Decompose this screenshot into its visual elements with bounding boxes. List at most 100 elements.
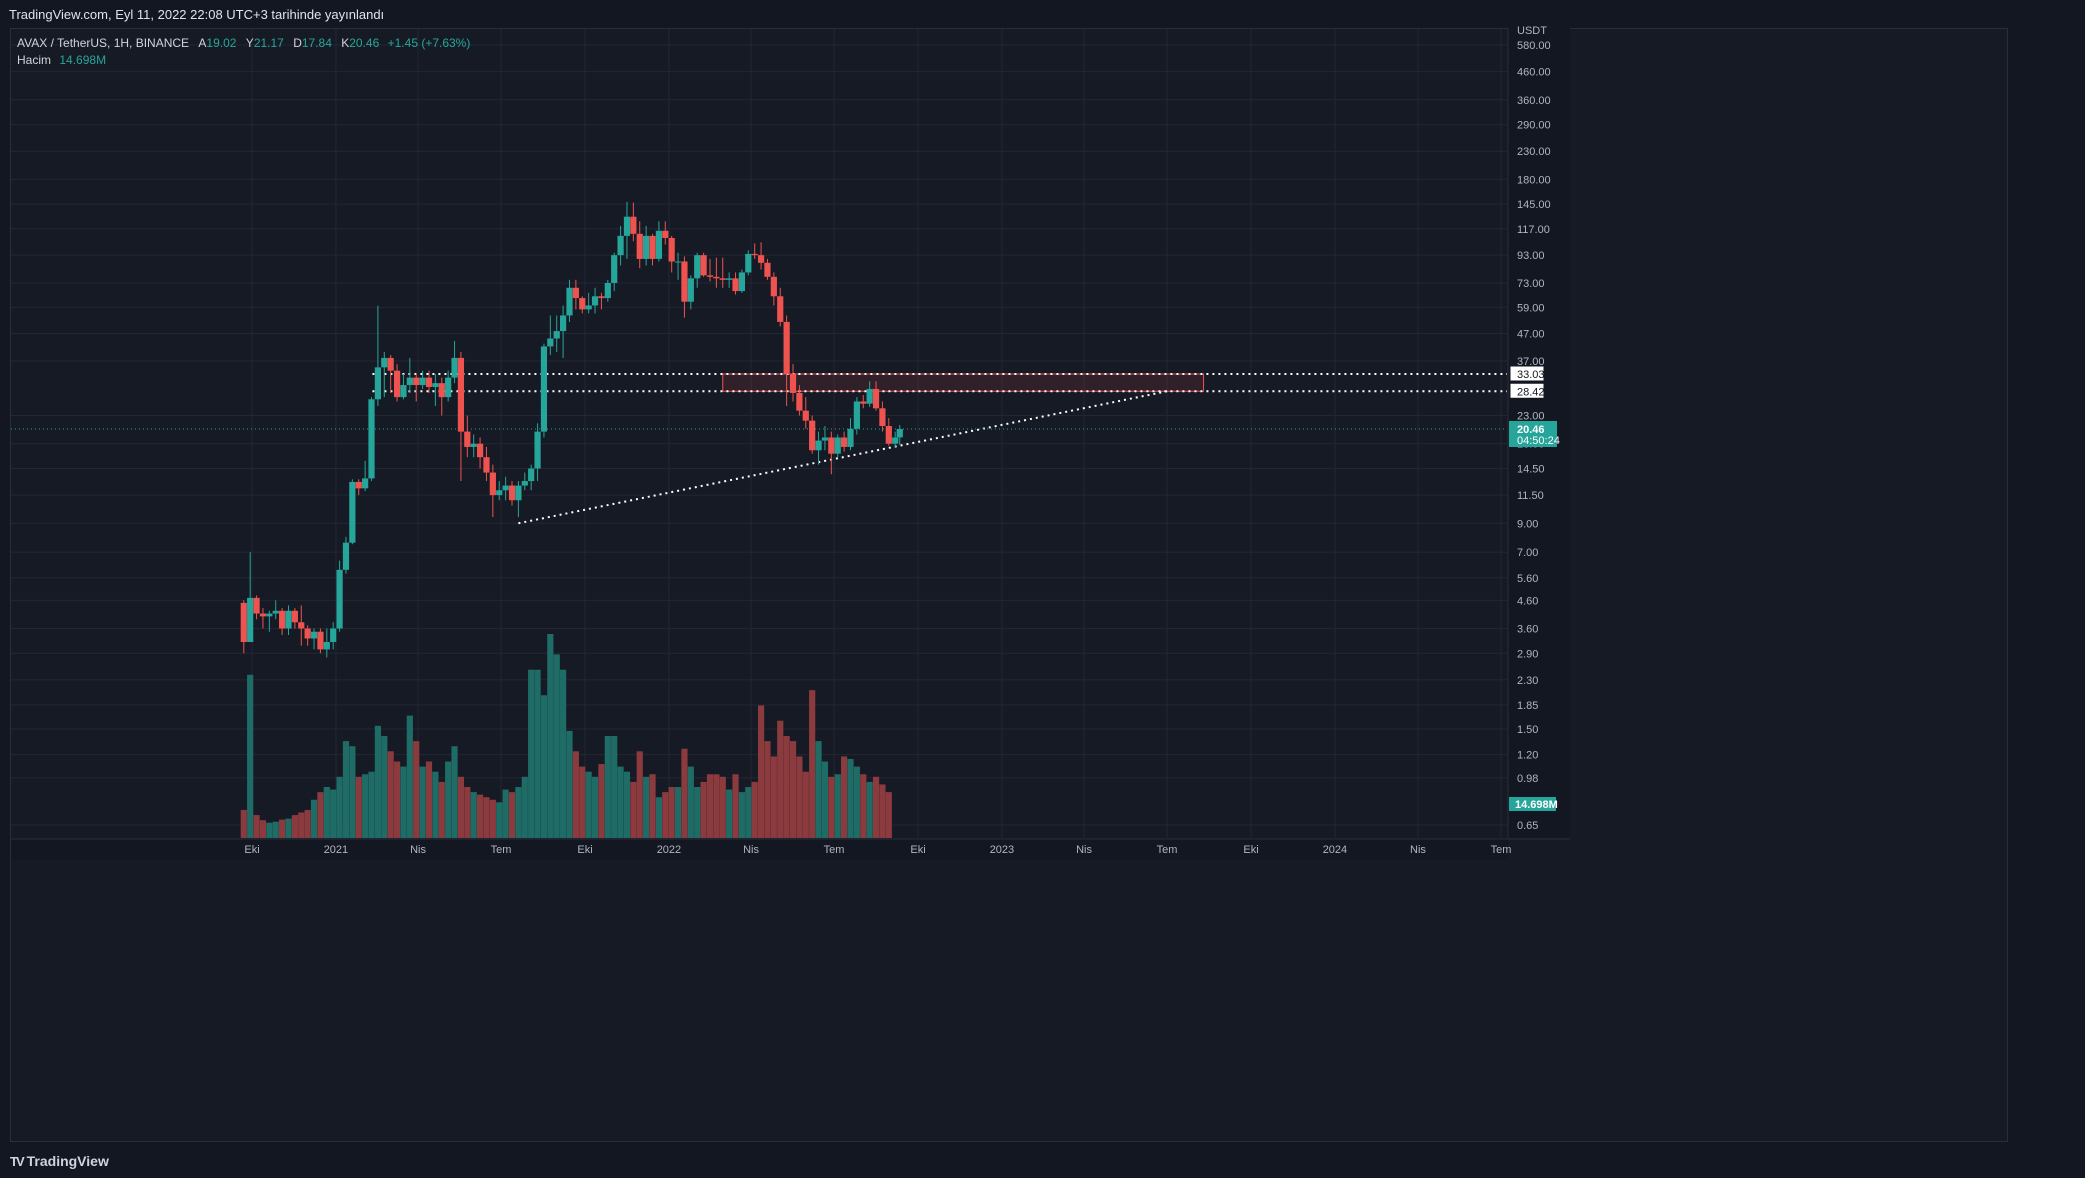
volume-bar (579, 766, 586, 838)
volume-bar (323, 787, 330, 838)
volume-bar (611, 736, 618, 838)
y-tick-label: 4.60 (1517, 595, 1538, 607)
volume-bar (745, 787, 752, 838)
candle-body (515, 485, 522, 501)
volume-bar (789, 741, 797, 838)
y-tick-label: 1.85 (1517, 700, 1538, 712)
x-tick-label: Eki (577, 844, 592, 856)
candle-body (317, 631, 324, 650)
volume-bar (304, 809, 311, 838)
candle-body (694, 255, 701, 279)
price-chart[interactable]: USDT 580.00 460.00 360.00 290.00 230.00 180.00… (0, 0, 2085, 1142)
candle-body (872, 388, 880, 409)
volume-bar (534, 669, 541, 838)
volume-bar (349, 746, 356, 838)
volume-bar (566, 730, 573, 838)
candle-body (291, 610, 298, 623)
y-tick-label: 1.20 (1517, 750, 1538, 762)
volume-bar (598, 764, 605, 838)
volume-bar (815, 741, 822, 838)
candle-body (336, 569, 343, 629)
y-tick-label: 5.60 (1517, 573, 1538, 585)
change-value: +1.45 (+7.63%) (387, 36, 471, 50)
chart-area[interactable] (10, 28, 2008, 1142)
candle-body (521, 481, 528, 486)
candle-body (745, 253, 752, 273)
candle-body (719, 278, 726, 280)
footer-brand: TradingView (26, 1153, 109, 1169)
candle-body (304, 628, 311, 639)
volume-bar (285, 818, 292, 838)
candle-body (585, 305, 592, 310)
y-tick-label: 360.00 (1517, 95, 1551, 107)
candle-body (266, 613, 273, 617)
candle-body (259, 613, 267, 617)
candle-body (470, 443, 477, 447)
candle-body (821, 437, 829, 441)
volume-key[interactable]: Hacim (17, 53, 52, 67)
volume-bar (713, 774, 720, 838)
candle-body (476, 443, 484, 458)
candle-body (834, 437, 841, 454)
candle-body (892, 437, 899, 444)
x-tick-label: Eki (244, 844, 259, 856)
symbol-label[interactable]: AVAX / TetherUS, 1H, BINANCE (17, 36, 190, 50)
volume-bar (279, 819, 286, 838)
tradingview-logo[interactable]: TV TradingView (10, 1153, 109, 1169)
volume-bar (330, 789, 337, 838)
candle-body (368, 399, 375, 479)
candle-body (623, 216, 631, 236)
candle-body (757, 255, 765, 263)
volume-bar (649, 774, 656, 838)
volume-bar (483, 797, 490, 838)
level-badge (1509, 365, 1545, 382)
volume-bar (630, 781, 637, 838)
candle-body (464, 431, 471, 447)
candle-body (540, 346, 548, 432)
volume-bar (687, 766, 694, 838)
candle-body (579, 298, 586, 310)
candle-body (866, 388, 873, 404)
x-tick-label: Eki (1243, 844, 1258, 856)
time-axis-bg (11, 839, 1508, 860)
volume-bar (796, 756, 803, 838)
volume-bar (362, 774, 369, 838)
volume-bar (476, 794, 484, 838)
candle-body (279, 610, 286, 629)
y-tick-label: 580.00 (1517, 40, 1551, 52)
volume-bar (425, 761, 433, 838)
candle-body (732, 278, 739, 292)
volume-bar (310, 799, 318, 838)
x-tick-label: Tem (1491, 844, 1512, 856)
candle-body (751, 253, 758, 256)
volume-bar (719, 776, 726, 838)
y-tick-label: 460.00 (1517, 67, 1551, 79)
y-tick-label: 7.00 (1517, 547, 1538, 559)
candle-body (413, 377, 420, 386)
candle-body (349, 481, 356, 543)
candle-body (687, 278, 694, 302)
candle-body (425, 377, 433, 387)
candle-body (674, 261, 682, 263)
candle-body (400, 385, 407, 398)
x-tick-label: 2021 (324, 844, 348, 856)
candle-body (285, 610, 292, 629)
candle-body (668, 237, 675, 262)
resistance-zone (722, 373, 1205, 392)
candle-body (783, 321, 790, 375)
volume-bar (783, 736, 790, 838)
candle-body (770, 276, 777, 297)
level-badge-label: 33.03 (1517, 369, 1545, 381)
volume-bar (266, 822, 273, 838)
candle-body (885, 425, 892, 444)
high-key: Y (245, 36, 254, 50)
candle-body (802, 410, 809, 421)
candle-body (489, 472, 496, 496)
candle-body (323, 641, 330, 650)
candle-body (700, 255, 707, 276)
price-axis-unit: USDT (1517, 25, 1547, 37)
volume-bar (674, 787, 682, 838)
high-value: 21.17 (253, 36, 284, 50)
candle-body (604, 282, 611, 299)
y-tick-label: 2.90 (1517, 648, 1538, 660)
